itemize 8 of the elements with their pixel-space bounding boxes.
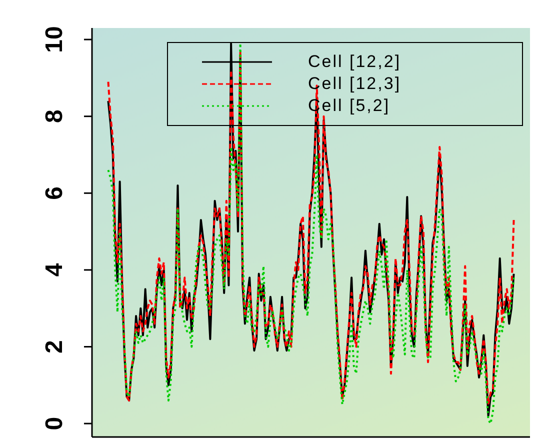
y-tick-label: 10	[41, 26, 68, 53]
y-tick-label: 8	[41, 110, 68, 124]
legend-label: Cell [12,2]	[308, 52, 402, 72]
y-tick-label: 2	[41, 340, 68, 354]
y-tick-label: 6	[41, 186, 68, 200]
legend-label: Cell [12,3]	[308, 74, 402, 94]
y-tick-label: 4	[41, 262, 68, 277]
y-tick-label: 0	[41, 416, 68, 430]
